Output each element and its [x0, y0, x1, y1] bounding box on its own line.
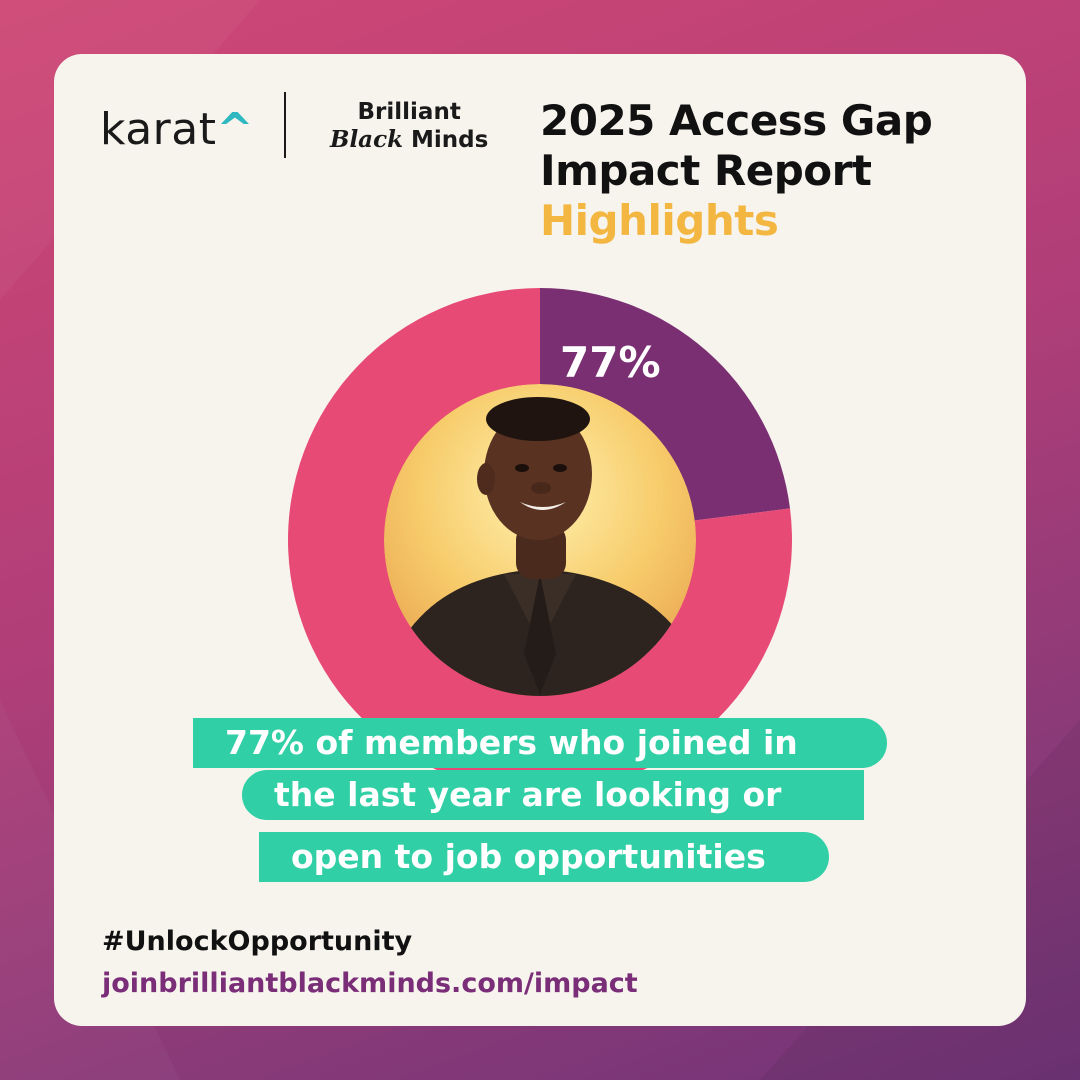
karat-logo: karat^	[100, 104, 254, 155]
brilliant-black-minds-logo: Brilliant Black Minds	[330, 99, 489, 153]
caption-line: 77% of members who joined in	[193, 718, 887, 768]
report-card: karat^ Brilliant Black Minds 2025 Access…	[54, 54, 1026, 1026]
logo-divider	[284, 92, 286, 158]
report-title: 2025 Access Gap Impact Report Highlights	[540, 96, 933, 245]
karat-caret-icon: ^	[216, 104, 254, 155]
caption-line: the last year are looking or	[242, 770, 864, 820]
donut-chart: 77%	[54, 54, 1026, 1026]
slice-label-77: 77%	[560, 338, 661, 387]
impact-link[interactable]: joinbrilliantblackminds.com/impact	[102, 968, 638, 999]
caption-line: open to job opportunities	[259, 832, 829, 882]
title-highlight: Highlights	[540, 196, 779, 245]
hashtag: #UnlockOpportunity	[102, 926, 413, 957]
